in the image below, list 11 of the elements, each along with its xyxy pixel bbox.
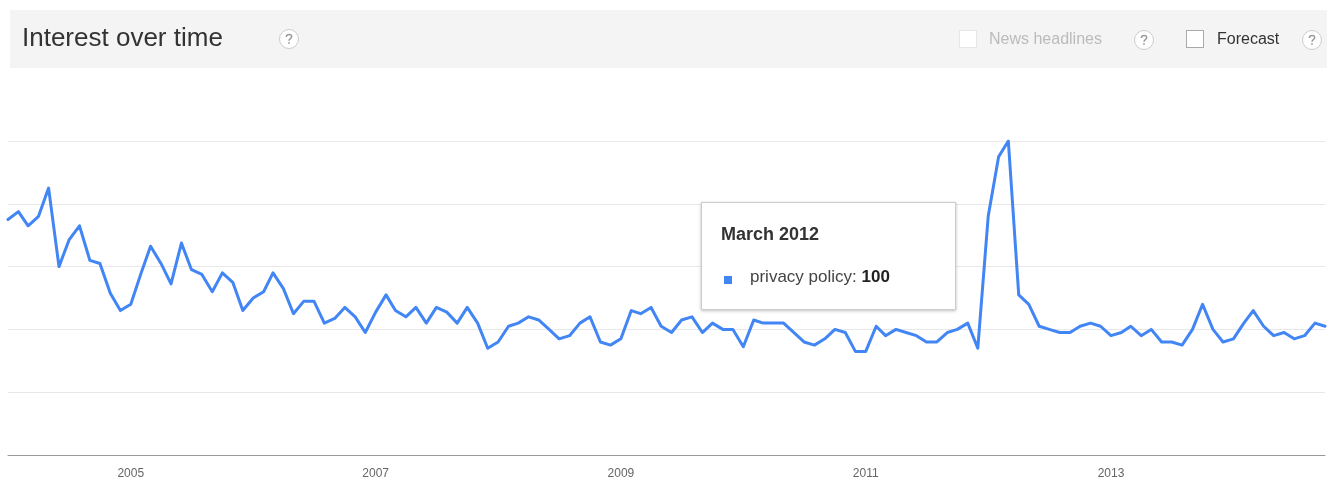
- tooltip: March 2012 privacy policy: 100: [701, 202, 956, 310]
- x-tick-label: 2005: [117, 466, 145, 480]
- annotation: privacy policy: 100: [750, 267, 890, 286]
- text: News headlines: [989, 30, 1102, 48]
- x-tick-label: 2013: [1097, 466, 1125, 480]
- chart-title: Interest over time: [22, 22, 223, 53]
- annotation: March 2012: [721, 224, 820, 245]
- x-tick-label: 2011: [852, 466, 879, 480]
- text: Forecast: [1217, 30, 1280, 48]
- x-tick-label: 2009: [607, 466, 635, 480]
- x-tick-label: 2007: [362, 466, 390, 480]
